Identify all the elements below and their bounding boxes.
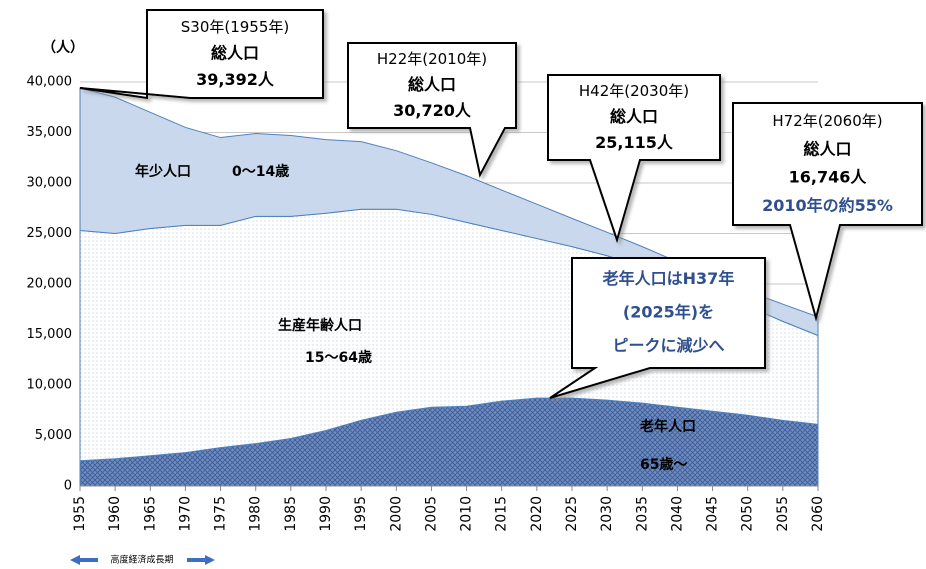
x-tick-label: 2050 — [740, 496, 756, 532]
y-tick-label: 15,000 — [27, 327, 73, 342]
callout-text: H22年(2010年) — [377, 50, 487, 68]
series-age-label: 15〜64歳 — [305, 349, 372, 366]
x-tick-label: 2015 — [494, 496, 510, 532]
callout-text: 老年人口はH37年 — [602, 269, 735, 288]
callout-text: S30年(1955年) — [181, 18, 290, 36]
series-age-label: 65歳〜 — [640, 456, 687, 473]
callout: H72年(2060年) 総人口 16,746人 2010年の約55% — [732, 102, 923, 322]
x-tick-label: 1955 — [72, 496, 88, 532]
x-tick-label: 1995 — [353, 496, 369, 532]
callout-text: 25,115人 — [595, 133, 674, 152]
callout-box — [347, 42, 517, 178]
y-tick-label: 5,000 — [35, 428, 72, 443]
y-axis-label: （人） — [42, 39, 84, 56]
arrow-left — [70, 555, 98, 565]
callout-text: 総人口 — [408, 75, 456, 94]
arrow-right — [187, 555, 215, 565]
x-tick-label: 1965 — [142, 496, 158, 532]
x-tick-label: 1960 — [107, 496, 123, 532]
series-label: 生産年齢人口 — [278, 317, 362, 334]
callout-text: 2010年の約55% — [762, 196, 893, 215]
callout-text: H42年(2030年) — [579, 82, 689, 100]
x-tick-label: 2035 — [634, 496, 650, 532]
x-tick-label: 1990 — [318, 496, 334, 532]
y-tick-label: 25,000 — [27, 226, 73, 241]
callout-text: ピークに減少へ — [612, 336, 724, 355]
y-tick-label: 10,000 — [27, 378, 73, 393]
callout-text: H72年(2060年) — [772, 112, 882, 130]
y-tick-label: 40,000 — [27, 75, 73, 90]
callout-text: 総人口 — [610, 107, 658, 126]
callout-box — [549, 257, 766, 399]
area — [79, 87, 819, 337]
series-label: 老年人口 — [640, 418, 696, 435]
callout-text: (2025年)を — [623, 303, 714, 322]
y-tick-label: 30,000 — [27, 176, 73, 191]
x-tick-label: 2000 — [388, 496, 404, 532]
callout: H42年(2030年) 総人口 25,115人 — [547, 74, 721, 244]
y-tick-label: 20,000 — [27, 277, 73, 292]
x-tick-label: 2040 — [669, 496, 685, 532]
x-tick-label: 2010 — [459, 496, 475, 532]
period-note: 高度経済成長期 — [70, 554, 215, 566]
x-tick-label: 2030 — [599, 496, 615, 532]
callout-box — [547, 74, 721, 244]
x-tick-label: 2005 — [423, 496, 439, 532]
callout-text: 16,746人 — [789, 168, 868, 187]
callout-text: 総人口 — [803, 139, 851, 158]
callout-text: 39,392人 — [196, 70, 275, 89]
x-tick-label: 1975 — [213, 496, 229, 532]
x-tick-label: 2020 — [529, 496, 545, 532]
x-tick-label: 2025 — [564, 496, 580, 532]
series-label: 年少人口 — [135, 163, 191, 180]
callout-box — [732, 102, 923, 322]
x-tick-label: 2045 — [705, 496, 721, 532]
y-tick-label: 0 — [64, 479, 72, 494]
x-tick-label: 2060 — [810, 496, 826, 532]
y-tick-label: 35,000 — [27, 125, 73, 140]
callout-box — [79, 9, 324, 100]
series-age-label: 0〜14歳 — [232, 163, 289, 180]
callout: H22年(2010年) 総人口 30,720人 — [347, 42, 517, 178]
x-tick-label: 2055 — [775, 496, 791, 532]
x-tick-label: 1985 — [283, 496, 299, 532]
callout-text: 30,720人 — [393, 101, 472, 120]
x-tick-label: 1980 — [248, 496, 264, 532]
period-note-text: 高度経済成長期 — [110, 554, 173, 566]
x-tick-label: 1970 — [177, 496, 193, 532]
callout: S30年(1955年) 総人口 39,392人 — [79, 9, 324, 100]
callout-text: 総人口 — [211, 44, 259, 63]
